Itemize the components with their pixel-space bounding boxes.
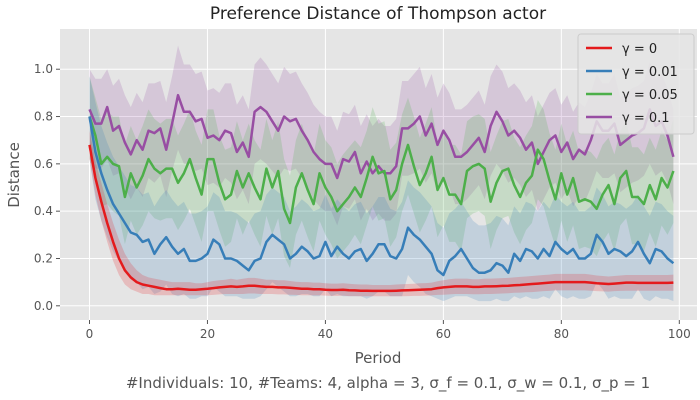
- x-tick-label: 80: [554, 327, 569, 341]
- legend: γ = 0 γ = 0.01 γ = 0.05 γ = 0.1: [577, 33, 695, 135]
- y-tick-label: 0.4: [34, 204, 53, 218]
- x-tick-label: 100: [668, 327, 691, 341]
- x-axis-ticks: 0 20 40 60 80 100: [86, 320, 691, 341]
- y-axis-ticks: 0.0 0.2 0.4 0.6 0.8 1.0: [34, 62, 60, 313]
- series-lines: [88, 93, 675, 293]
- legend-label-3: γ = 0.1: [622, 111, 670, 126]
- line-series-1: [88, 116, 675, 277]
- x-tick-label: 20: [200, 327, 215, 341]
- y-tick-label: 0.2: [34, 251, 53, 265]
- x-tick-label: 40: [318, 327, 333, 341]
- legend-label-0: γ = 0: [622, 42, 657, 57]
- x-tick-label: 60: [436, 327, 451, 341]
- line-series-2: [88, 116, 675, 225]
- band-series-1: [89, 76, 674, 302]
- legend-label-2: γ = 0.05: [622, 88, 678, 103]
- line-series-0: [88, 144, 674, 293]
- band-series-0: [89, 130, 674, 297]
- legend-label-1: γ = 0.01: [622, 65, 678, 80]
- x-tick-label: 0: [86, 327, 94, 341]
- x-axis-label: Period: [355, 349, 402, 367]
- y-tick-label: 0.0: [34, 299, 53, 313]
- y-axis-label: Distance: [5, 142, 23, 208]
- y-tick-label: 0.8: [34, 110, 53, 124]
- y-tick-label: 0.6: [34, 157, 53, 171]
- y-tick-label: 1.0: [34, 62, 53, 76]
- parameter-footer: #Individuals: 10, #Teams: 4, alpha = 3, …: [126, 374, 650, 393]
- line-series-3: [88, 93, 675, 180]
- chart-title: Preference Distance of Thompson actor: [210, 4, 546, 24]
- legend-box: [577, 33, 695, 135]
